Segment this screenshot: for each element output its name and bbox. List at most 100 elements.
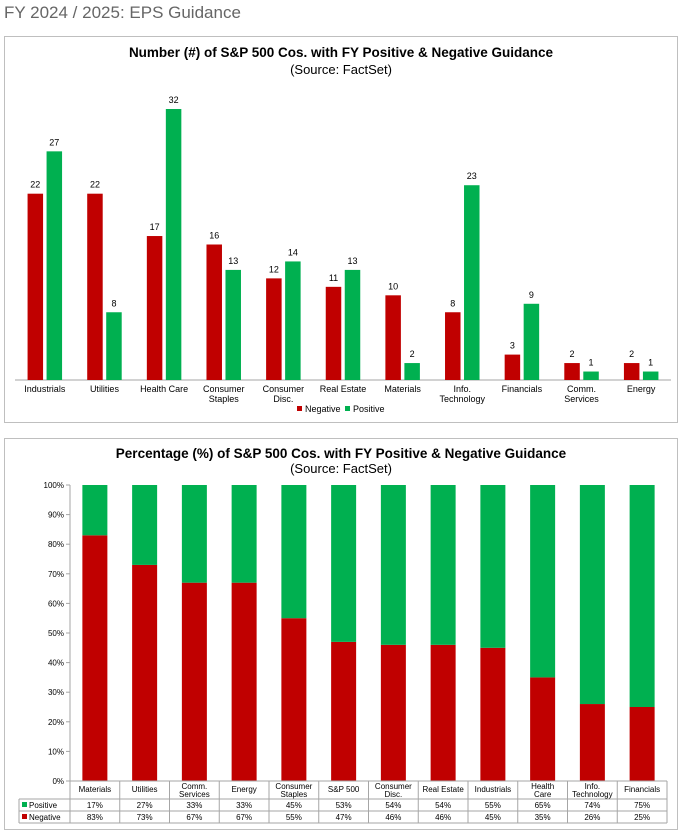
x-tick-label: Industrials <box>475 785 511 794</box>
bar-positive <box>344 269 361 380</box>
x-tick-label: Consumer Staples <box>203 384 245 404</box>
x-tick-label: Materials <box>384 384 421 394</box>
bar-positive <box>225 269 241 380</box>
percentage-stacked-bar-chart: 0% 10% 20% 30% 40% 50% 60% 70% 80% 90% 100% Materia… <box>18 481 668 824</box>
bar-negative <box>206 244 222 380</box>
y-tick-label: 70% <box>48 570 64 579</box>
data-label-positive: 23 <box>467 171 477 181</box>
y-tick-label: 10% <box>48 747 64 756</box>
data-label-negative: 17 <box>150 222 160 232</box>
bar-negative <box>480 647 506 781</box>
bar-positive <box>380 485 406 645</box>
data-label-positive: 1 <box>648 358 653 368</box>
bar-positive <box>46 151 63 380</box>
table-cell-negative: 46% <box>435 813 451 822</box>
x-tick-label: Utilities <box>90 384 120 394</box>
bar-negative <box>181 582 207 781</box>
bar-positive <box>82 485 108 536</box>
bar-positive <box>523 303 540 380</box>
legend-label-positive: Positive <box>29 801 58 810</box>
x-tick-label: Info. Technology <box>439 384 485 404</box>
x-tick-label: Utilities <box>132 785 158 794</box>
data-label-positive: 14 <box>288 247 298 257</box>
table-cell-positive: 75% <box>634 801 650 810</box>
table-cell-positive: 45% <box>286 801 302 810</box>
x-tick-label: Materials <box>79 785 111 794</box>
legend-label-negative: Negative <box>29 813 61 822</box>
table-cell-negative: 47% <box>336 813 352 822</box>
data-label-negative: 2 <box>629 349 634 359</box>
bar-positive <box>181 485 207 583</box>
legend-swatch-positive <box>345 406 350 411</box>
bar-positive <box>165 109 182 380</box>
bar-negative <box>132 564 158 781</box>
data-label-positive: 13 <box>347 256 357 266</box>
bar-positive <box>480 485 506 648</box>
bar-negative <box>266 278 282 380</box>
y-tick-label: 90% <box>48 511 64 520</box>
data-label-negative: 8 <box>450 298 455 308</box>
bar-negative <box>231 582 257 781</box>
x-tick-label: Financials <box>624 785 660 794</box>
bar-negative <box>82 535 108 781</box>
bar-positive <box>629 485 655 707</box>
x-tick-label: Energy <box>627 384 656 394</box>
data-label-negative: 12 <box>269 264 279 274</box>
bar-positive <box>331 485 357 642</box>
x-tick-label: Consumer Staples <box>275 782 312 799</box>
legend-label-positive: Positive <box>353 404 385 414</box>
data-label-negative: 22 <box>90 180 100 190</box>
bar-positive <box>583 371 599 380</box>
data-label-negative: 16 <box>209 231 219 241</box>
table-cell-negative: 67% <box>236 813 252 822</box>
y-tick-label: 60% <box>48 599 64 608</box>
bar-positive <box>579 485 605 705</box>
table-cell-negative: 45% <box>485 813 501 822</box>
bar-negative <box>281 618 307 781</box>
x-tick-label: Financials <box>502 384 543 394</box>
y-tick-label: 30% <box>48 688 64 697</box>
bar-negative <box>325 286 342 380</box>
bar-negative <box>331 641 357 781</box>
data-label-positive: 1 <box>589 358 594 368</box>
table-cell-positive: 27% <box>137 801 153 810</box>
chart-title: Number (#) of S&P 500 Cos. with FY Posit… <box>128 45 554 60</box>
bar-positive <box>642 371 659 380</box>
page-title: FY 2024 / 2025: EPS Guidance <box>4 3 241 22</box>
table-cell-positive: 17% <box>87 801 103 810</box>
table-cell-positive: 33% <box>186 801 202 810</box>
bar-negative <box>629 707 655 781</box>
guidance-count-chart-panel: Number (#) of S&P 500 Cos. with FY Posit… <box>4 36 678 423</box>
bar-negative <box>564 363 580 380</box>
x-tick-label: Industrials <box>24 384 66 394</box>
data-label-negative: 3 <box>510 341 515 351</box>
y-tick-label: 50% <box>48 629 64 638</box>
bar-negative <box>27 193 44 380</box>
bar-positive <box>404 363 420 380</box>
bar-negative <box>87 193 103 380</box>
data-label-positive: 8 <box>111 298 116 308</box>
bar-positive <box>530 485 556 678</box>
y-tick-label: 80% <box>48 540 64 549</box>
data-label-positive: 13 <box>228 256 238 266</box>
bar-positive <box>132 485 158 565</box>
x-tick-label: Health Care <box>531 782 554 799</box>
y-tick-label: 40% <box>48 659 64 668</box>
table-cell-positive: 53% <box>336 801 352 810</box>
chart-subtitle: (Source: FactSet) <box>290 461 392 476</box>
bar-positive <box>430 485 456 645</box>
legend-swatch-negative <box>22 814 27 819</box>
data-label-positive: 27 <box>49 137 59 147</box>
bar-negative <box>385 295 401 380</box>
x-tick-label: Health Care <box>140 384 188 394</box>
bar-positive <box>106 312 122 380</box>
bar-negative <box>530 677 556 781</box>
table-cell-positive: 65% <box>535 801 551 810</box>
legend-label-negative: Negative <box>305 404 341 414</box>
x-tick-label: Comm. Services <box>564 384 599 404</box>
table-cell-negative: 73% <box>137 813 153 822</box>
x-tick-label: S&P 500 <box>328 785 360 794</box>
bar-positive <box>285 261 301 380</box>
table-cell-positive: 54% <box>435 801 451 810</box>
